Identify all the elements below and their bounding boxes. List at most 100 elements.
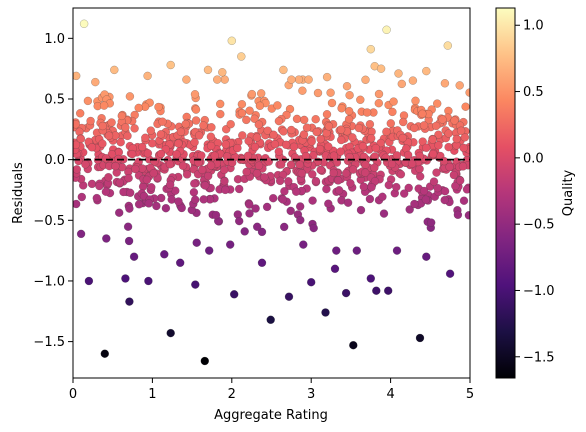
scatter-point [388,160,396,168]
scatter-point [427,219,435,227]
colorbar-tick-label: 1.0 [523,19,544,34]
scatter-point [243,168,251,176]
scatter-point [325,122,333,130]
scatter-point [275,148,283,156]
scatter-point [218,68,226,76]
scatter-point [366,195,374,203]
scatter-point [313,128,321,136]
scatter-point [327,89,335,97]
scatter-point [280,127,288,135]
scatter-point [441,79,449,87]
scatter-point [253,223,261,231]
scatter-point [77,230,85,238]
colorbar-label: Quality [561,169,576,216]
scatter-point [375,99,383,107]
scatter-point [157,130,165,138]
scatter-point [95,182,103,190]
scatter-point [152,202,160,210]
scatter-point [101,350,109,358]
scatter-point [241,227,249,235]
scatter-point [256,102,264,110]
x-axis-ticks: 012345 [69,378,474,402]
scatter-point [348,133,356,141]
x-tick-label: 3 [307,387,315,402]
x-tick-label: 5 [466,387,474,402]
scatter-point [337,126,345,134]
scatter-point [144,277,152,285]
scatter-point [257,89,265,97]
scatter-point [235,185,243,193]
scatter-point [216,100,224,108]
scatter-point [91,78,99,86]
x-tick-label: 4 [386,387,394,402]
scatter-point [276,177,284,185]
scatter-point [233,144,241,152]
scatter-point [310,224,318,232]
scatter-point [126,189,134,197]
scatter-point [135,104,143,112]
scatter-point [410,124,418,132]
scatter-point [439,116,447,124]
scatter-point [121,123,129,131]
scatter-point [216,110,224,118]
scatter-point [105,132,113,140]
scatter-point [332,247,340,255]
scatter-point [201,182,209,190]
scatter-point [388,108,396,116]
scatter-point [252,205,260,213]
scatter-point [335,186,343,194]
colorbar-ticks: −1.5 −1.0 −0.5 0.0 0.5 1.0 [515,19,555,366]
scatter-point [367,275,375,283]
scatter-point [395,70,403,78]
scatter-point [190,188,198,196]
scatter-point [429,136,437,144]
scatter-point [80,20,88,28]
scatter-point [213,76,221,84]
scatter-point [345,107,353,115]
scatter-point [204,66,212,74]
scatter-point [330,152,338,160]
colorbar-tick-label: −1.0 [523,284,555,299]
scatter-point [362,76,370,84]
scatter-point [410,200,418,208]
scatter-point [238,100,246,108]
scatter-point [312,115,320,123]
scatter-point [385,181,393,189]
scatter-point [242,116,250,124]
scatter-point [279,66,287,74]
scatter-point [182,76,190,84]
scatter-point [147,127,155,135]
scatter-point [287,76,295,84]
scatter-point [183,170,191,178]
y-tick-label: 1.0 [44,32,65,47]
scatter-point [399,118,407,126]
scatter-point [207,123,215,131]
scatter-point [192,117,200,125]
scatter-point [269,194,277,202]
scatter-point [349,341,357,349]
scatter-point [102,235,110,243]
scatter-point [314,89,322,97]
scatter-point [343,82,351,90]
scatter-point [230,290,238,298]
scatter-point [312,177,320,185]
scatter-point [84,97,92,105]
scatter-points [71,20,474,365]
scatter-point [324,143,332,151]
scatter-point [420,121,428,129]
scatter-point [100,102,108,110]
scatter-point [175,198,183,206]
scatter-point [221,76,229,84]
scatter-point [150,169,158,177]
scatter-point [227,120,235,128]
scatter-point [145,199,153,207]
scatter-point [141,134,149,142]
scatter-point [144,72,152,80]
scatter-point [372,144,380,152]
scatter-point [382,128,390,136]
scatter-point [316,145,324,153]
y-tick-label: −0.5 [33,214,65,229]
scatter-point [323,110,331,118]
scatter-point [235,217,243,225]
scatter-point [378,193,386,201]
